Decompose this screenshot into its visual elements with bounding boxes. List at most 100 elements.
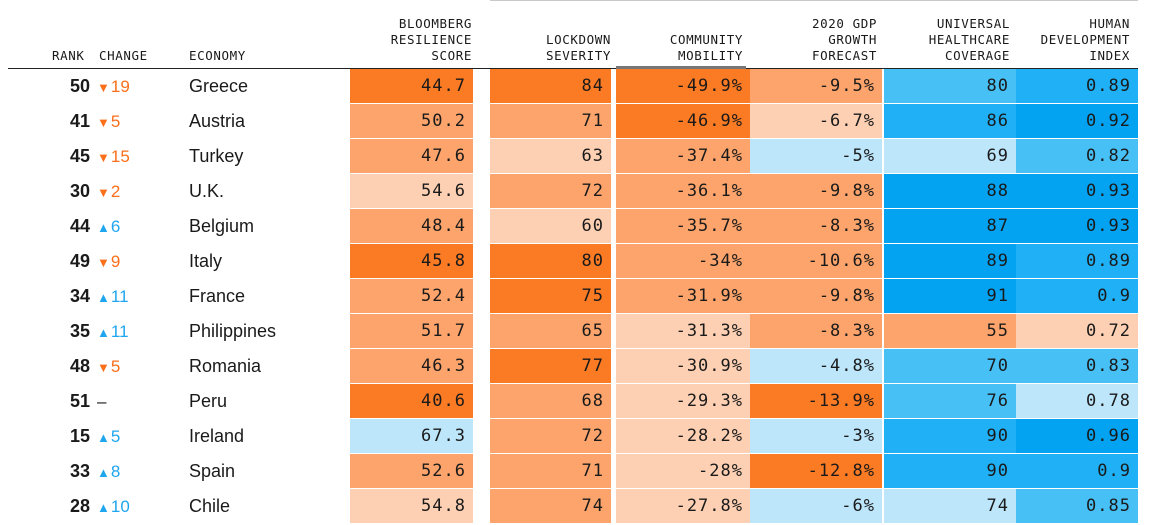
- rank-value: 51: [69, 391, 90, 411]
- resilience-score-cell: 54.8: [350, 489, 473, 523]
- header-rule: [8, 68, 1138, 69]
- community-mobility-cell: -31.9%: [616, 279, 750, 313]
- rank-change-value: 11: [110, 322, 129, 341]
- table-row[interactable]: 28 ▲10 Chile 54.8 74 -27.8% -6% 74 0.85: [0, 489, 1153, 524]
- healthcare-coverage-cell: 88: [884, 174, 1016, 208]
- lockdown-severity-cell: 63: [490, 139, 611, 173]
- healthcare-coverage-cell: 80: [884, 69, 1016, 103]
- healthcare-coverage-cell: 90: [884, 454, 1016, 488]
- header-community-mobility[interactable]: COMMUNITY MOBILITY: [669, 32, 743, 63]
- header-lockdown-severity[interactable]: LOCKDOWN SEVERITY: [545, 32, 611, 63]
- triangle-up-icon: ▲: [97, 465, 110, 480]
- gdp-forecast-cell: -5%: [750, 139, 882, 173]
- healthcare-coverage-cell: 90: [884, 419, 1016, 453]
- table-row[interactable]: 48 ▼5 Romania 46.3 77 -30.9% -4.8% 70 0.83: [0, 349, 1153, 384]
- resilience-score-cell: 44.7: [350, 69, 473, 103]
- economy-name: France: [189, 286, 246, 306]
- lockdown-severity-cell: 84: [490, 69, 611, 103]
- table-row[interactable]: 50 ▼19 Greece 44.7 84 -49.9% -9.5% 80 0.89: [0, 69, 1153, 104]
- community-mobility-cell: -27.8%: [616, 489, 750, 523]
- economy-name: Ireland: [189, 426, 245, 446]
- lockdown-severity-cell: 60: [490, 209, 611, 243]
- resilience-score-cell: 48.4: [350, 209, 473, 243]
- triangle-down-icon: ▼: [97, 255, 110, 270]
- rank-change: ▲11: [97, 314, 129, 349]
- rank-change: ▼15: [97, 139, 130, 174]
- hdi-cell: 0.72: [1016, 314, 1138, 348]
- economy-name: Italy: [189, 251, 223, 271]
- community-mobility-cell: -28.2%: [616, 419, 750, 453]
- rank-value: 34: [69, 286, 90, 306]
- table-row[interactable]: 41 ▼5 Austria 50.2 71 -46.9% -6.7% 86 0.92: [0, 104, 1153, 139]
- rank-value: 48: [69, 356, 90, 376]
- resilience-score-cell: 52.6: [350, 454, 473, 488]
- rank-change-value: 9: [110, 252, 121, 271]
- table-row[interactable]: 30 ▼2 U.K. 54.6 72 -36.1% -9.8% 88 0.93: [0, 174, 1153, 209]
- rank-change: ▼5: [97, 104, 120, 139]
- rank-value: 41: [69, 111, 90, 131]
- rank-change: ▼5: [97, 349, 120, 384]
- table-row[interactable]: 15 ▲5 Ireland 67.3 72 -28.2% -3% 90 0.96: [0, 419, 1153, 454]
- header-gdp-forecast[interactable]: 2020 GDP GROWTH FORECAST: [811, 16, 877, 63]
- lockdown-severity-cell: 72: [490, 174, 611, 208]
- header-resilience-score[interactable]: BLOOMBERG RESILIENCE SCORE: [390, 16, 472, 63]
- rank-change-value: 2: [110, 182, 121, 201]
- resilience-score-cell: 51.7: [350, 314, 473, 348]
- lockdown-severity-cell: 75: [490, 279, 611, 313]
- rank-change-value: 11: [110, 287, 129, 306]
- community-mobility-cell: -34%: [616, 244, 750, 278]
- table-row[interactable]: 44 ▲6 Belgium 48.4 60 -35.7% -8.3% 87 0.93: [0, 209, 1153, 244]
- healthcare-coverage-cell: 76: [884, 384, 1016, 418]
- header-change[interactable]: CHANGE: [99, 48, 148, 63]
- healthcare-coverage-cell: 70: [884, 349, 1016, 383]
- economy-name: Spain: [189, 461, 236, 481]
- gdp-forecast-cell: -6.7%: [750, 104, 882, 138]
- hdi-cell: 0.85: [1016, 489, 1138, 523]
- hdi-cell: 0.83: [1016, 349, 1138, 383]
- healthcare-coverage-cell: 87: [884, 209, 1016, 243]
- hdi-cell: 0.82: [1016, 139, 1138, 173]
- hdi-cell: 0.89: [1016, 244, 1138, 278]
- rank-value: 33: [69, 461, 90, 481]
- economy-name: Austria: [189, 111, 246, 131]
- resilience-score-cell: 50.2: [350, 104, 473, 138]
- economy-name: Romania: [189, 356, 262, 376]
- table-row[interactable]: 45 ▼15 Turkey 47.6 63 -37.4% -5% 69 0.82: [0, 139, 1153, 174]
- hdi-cell: 0.92: [1016, 104, 1138, 138]
- lockdown-severity-cell: 65: [490, 314, 611, 348]
- community-mobility-cell: -29.3%: [616, 384, 750, 418]
- triangle-down-icon: ▼: [97, 185, 110, 200]
- economy-name: Greece: [189, 76, 249, 96]
- economy-name: Chile: [189, 496, 231, 516]
- economy-name: U.K.: [189, 181, 225, 201]
- rank-change: ▲11: [97, 279, 129, 314]
- table-row[interactable]: 49 ▼9 Italy 45.8 80 -34% -10.6% 89 0.89: [0, 244, 1153, 279]
- rank-change: ▲8: [97, 454, 120, 489]
- gdp-forecast-cell: -6%: [750, 489, 882, 523]
- rank-value: 35: [69, 321, 90, 341]
- header-hdi[interactable]: HUMAN DEVELOPMENT INDEX: [1040, 16, 1130, 63]
- table-row[interactable]: 51– Peru 40.6 68 -29.3% -13.9% 76 0.78: [0, 384, 1153, 419]
- hdi-cell: 0.96: [1016, 419, 1138, 453]
- header-healthcare-coverage[interactable]: UNIVERSAL HEALTHCARE COVERAGE: [928, 16, 1010, 63]
- rank-change-value: 6: [110, 217, 121, 236]
- triangle-down-icon: ▼: [97, 360, 110, 375]
- community-mobility-cell: -37.4%: [616, 139, 750, 173]
- header-economy[interactable]: ECONOMY: [189, 48, 246, 63]
- healthcare-coverage-cell: 91: [884, 279, 1016, 313]
- lockdown-severity-cell: 71: [490, 454, 611, 488]
- table-row[interactable]: 35 ▲11 Philippines 51.7 65 -31.3% -8.3% 55 0.72: [0, 314, 1153, 349]
- hdi-cell: 0.78: [1016, 384, 1138, 418]
- header-rank[interactable]: RANK: [52, 48, 85, 63]
- sort-indicator: [616, 66, 746, 69]
- community-mobility-cell: -36.1%: [616, 174, 750, 208]
- table-row[interactable]: 33 ▲8 Spain 52.6 71 -28% -12.8% 90 0.9: [0, 454, 1153, 489]
- table-row[interactable]: 34 ▲11 France 52.4 75 -31.9% -9.8% 91 0.9: [0, 279, 1153, 314]
- resilience-score-cell: 40.6: [350, 384, 473, 418]
- rank-change-value: 5: [110, 427, 121, 446]
- triangle-down-icon: ▼: [97, 115, 110, 130]
- healthcare-coverage-cell: 74: [884, 489, 1016, 523]
- gdp-forecast-cell: -4.8%: [750, 349, 882, 383]
- hdi-cell: 0.9: [1016, 454, 1138, 488]
- triangle-up-icon: ▲: [97, 430, 110, 445]
